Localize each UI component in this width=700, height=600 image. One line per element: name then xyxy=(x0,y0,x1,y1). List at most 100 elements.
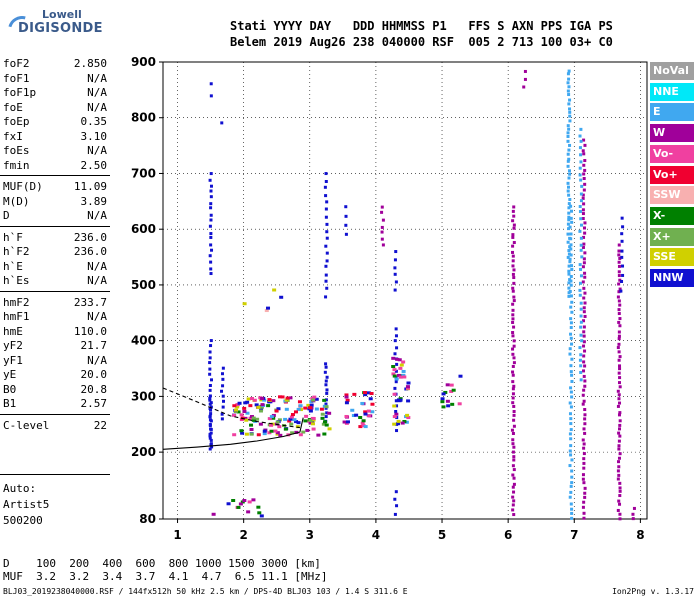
echo-point xyxy=(324,379,328,383)
echo-point xyxy=(283,417,288,421)
echo-point xyxy=(566,164,570,168)
echo-point xyxy=(512,482,516,486)
echo-point xyxy=(569,317,573,321)
echo-point xyxy=(617,260,621,264)
echo-point xyxy=(583,364,587,368)
echo-point xyxy=(566,159,570,163)
echo-point xyxy=(262,432,267,436)
echo-point xyxy=(617,320,621,324)
echo-point xyxy=(617,381,621,385)
echo-point xyxy=(391,365,396,369)
echo-point xyxy=(618,486,622,490)
echo-point xyxy=(267,431,272,435)
echo-point xyxy=(381,218,385,222)
echo-point xyxy=(568,143,572,147)
echo-point xyxy=(631,517,635,521)
echo-point xyxy=(582,516,586,520)
x-tick-label: 7 xyxy=(570,528,578,542)
echo-point xyxy=(380,230,384,234)
echo-point xyxy=(566,89,570,93)
echo-point xyxy=(569,444,573,448)
echo-point xyxy=(579,127,583,131)
echo-point xyxy=(583,291,587,295)
echo-point xyxy=(344,393,349,397)
echo-point xyxy=(617,413,621,417)
echo-point xyxy=(324,406,328,410)
echo-point xyxy=(352,392,357,396)
echo-point xyxy=(277,418,282,422)
echo-point xyxy=(570,264,574,268)
echo-point xyxy=(581,393,585,397)
echo-point xyxy=(251,416,256,420)
x-tick-label: 5 xyxy=(438,528,446,542)
echo-point xyxy=(579,364,583,368)
echo-point xyxy=(581,149,585,153)
echo-point xyxy=(278,395,283,399)
echo-point xyxy=(254,403,259,407)
param-divider xyxy=(0,290,110,292)
x-tick-label: 8 xyxy=(636,528,644,542)
param-row: MUF(D) 11.09 xyxy=(3,180,107,194)
echo-point xyxy=(569,253,573,257)
echo-point xyxy=(441,392,446,396)
echo-point xyxy=(566,181,570,185)
echo-point xyxy=(256,433,261,437)
echo-point xyxy=(398,375,403,379)
echo-point xyxy=(569,437,573,441)
echo-point xyxy=(616,389,620,393)
echo-point xyxy=(440,400,445,404)
echo-point xyxy=(582,334,586,338)
echo-point xyxy=(620,216,624,220)
echo-point xyxy=(582,152,586,156)
echo-point xyxy=(578,263,582,267)
echo-point xyxy=(401,373,406,377)
echo-point xyxy=(579,267,583,271)
echo-point xyxy=(324,402,328,406)
echo-point xyxy=(567,169,571,173)
echo-point xyxy=(582,226,586,230)
echo-point xyxy=(244,432,249,436)
echo-point xyxy=(570,475,574,479)
echo-point xyxy=(242,409,247,413)
echo-point xyxy=(208,361,212,365)
echo-point xyxy=(445,383,450,387)
echo-point xyxy=(583,486,587,490)
echo-point xyxy=(583,221,587,225)
echo-point xyxy=(569,332,573,336)
echo-point xyxy=(393,272,397,276)
echo-point xyxy=(271,416,276,420)
echo-point xyxy=(239,413,244,417)
echo-point xyxy=(511,235,515,239)
echo-point xyxy=(208,224,212,228)
echo-point xyxy=(232,433,237,437)
y-tick-label: 80 xyxy=(139,512,156,526)
echo-point xyxy=(617,499,621,503)
echo-point xyxy=(259,405,264,409)
param-value: 2.50 xyxy=(80,158,108,172)
param-name: M(D) xyxy=(3,194,30,208)
echo-point xyxy=(394,399,398,403)
param-divider xyxy=(0,474,110,475)
echo-point xyxy=(392,392,397,396)
echo-point xyxy=(567,176,571,180)
echo-point xyxy=(325,230,329,234)
param-row: B1 2.57 xyxy=(3,397,107,411)
echo-point xyxy=(298,404,303,408)
echo-point xyxy=(208,414,212,418)
echo-point xyxy=(583,275,587,279)
echo-point xyxy=(246,510,251,514)
profile-curve-dashed xyxy=(162,387,300,429)
echo-point xyxy=(402,420,407,424)
echo-point xyxy=(511,392,515,396)
echo-point xyxy=(616,469,620,473)
echo-point xyxy=(221,384,225,388)
echo-point xyxy=(303,419,308,423)
echo-point xyxy=(618,278,622,282)
echo-point xyxy=(324,172,328,176)
echo-point xyxy=(511,233,515,237)
echo-point xyxy=(262,398,267,402)
echo-point xyxy=(511,473,515,477)
echo-point xyxy=(570,379,574,383)
echo-point xyxy=(396,373,401,377)
param-value: N/A xyxy=(87,144,107,157)
